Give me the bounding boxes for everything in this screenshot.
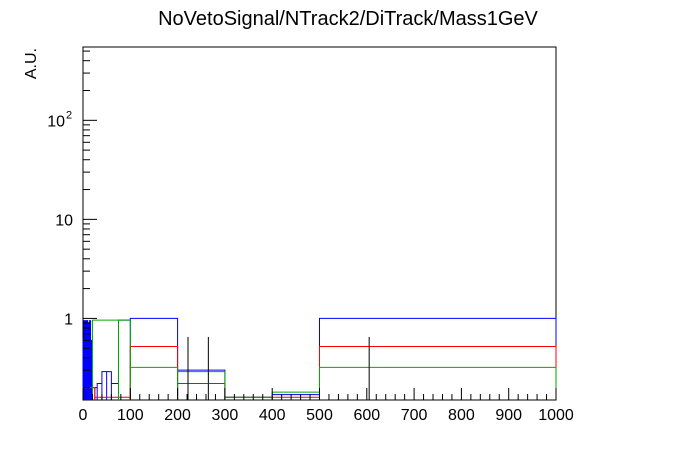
- x-tick-label: 800: [448, 407, 475, 424]
- x-tick-label: 100: [117, 407, 144, 424]
- x-axis: 0 100 200 300 400 500 600 700 800 900 1000: [79, 388, 574, 424]
- y-tick-label: 10: [47, 113, 65, 130]
- x-tick-label: 500: [306, 407, 333, 424]
- y-tick-exponent: 2: [66, 109, 72, 121]
- y-tick-label: 10: [55, 212, 73, 229]
- x-tick-label: 1000: [538, 407, 574, 424]
- x-tick-label: 400: [259, 407, 286, 424]
- x-tick-label: 600: [353, 407, 380, 424]
- x-tick-label: 900: [495, 407, 522, 424]
- y-tick-label: 1: [64, 311, 73, 328]
- x-tick-label: 700: [401, 407, 428, 424]
- x-tick-label: 300: [212, 407, 239, 424]
- chart-title: NoVetoSignal/NTrack2/DiTrack/Mass1GeV: [158, 8, 538, 30]
- x-tick-label: 200: [164, 407, 191, 424]
- y-axis-label: A.U.: [23, 48, 40, 79]
- plot-area: [82, 46, 557, 401]
- x-tick-label: 0: [79, 407, 88, 424]
